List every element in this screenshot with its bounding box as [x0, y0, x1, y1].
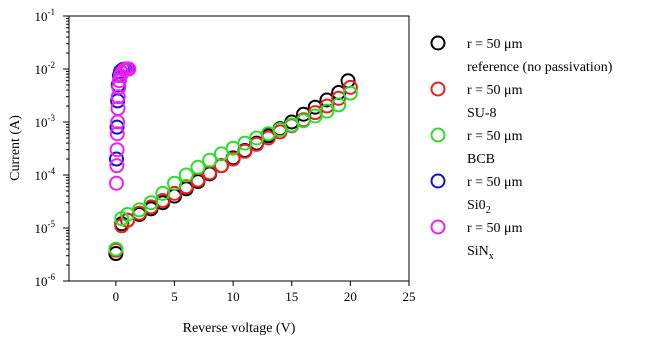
y-tick-label: 10-5 [35, 219, 56, 236]
legend-label-line1: r = 50 μm [467, 37, 523, 52]
y-tick-label: 10-3 [35, 113, 56, 130]
data-point [167, 175, 183, 191]
x-tick-label: 20 [344, 289, 357, 304]
data-point [178, 167, 194, 183]
plot-frame [68, 15, 410, 282]
data-point [109, 158, 125, 174]
y-tick-label: 10-1 [35, 7, 56, 24]
data-point [213, 146, 229, 162]
data-point [108, 241, 124, 257]
data-point [114, 65, 130, 81]
data-point [121, 61, 137, 77]
x-axis-title: Reverse voltage (V) [183, 321, 296, 336]
data-point [131, 202, 147, 218]
data-point [110, 100, 126, 116]
legend-marker [430, 81, 446, 97]
series-2 [108, 79, 358, 258]
y-tick-label: 10-2 [35, 60, 56, 77]
data-point [155, 185, 171, 201]
legend-label-line1: r = 50 μm [467, 129, 523, 144]
data-point [342, 85, 358, 101]
data-point [109, 126, 125, 142]
legend-label-line1: r = 50 μm [467, 175, 523, 190]
data-point [295, 106, 311, 122]
data-point [167, 185, 183, 201]
legend-label-line2: Si02 [467, 198, 491, 216]
data-point [108, 151, 124, 167]
data-point [143, 195, 159, 211]
x-tick-label: 25 [403, 289, 416, 304]
legend: r = 50 μm reference (no passivation) r = 5… [430, 35, 613, 262]
series-5 [108, 61, 137, 191]
series-1 [108, 73, 356, 262]
series-3 [108, 85, 358, 257]
legend-label-line1: r = 50 μm [467, 221, 523, 236]
data-series [108, 61, 358, 262]
data-point [190, 159, 206, 175]
data-point [319, 103, 335, 119]
data-point [108, 175, 124, 191]
data-point [319, 98, 335, 114]
data-point [109, 142, 125, 158]
legend-marker [430, 127, 446, 143]
y-tick-label: 10-6 [35, 272, 56, 289]
y-axis-ticks: 10-6 10-5 10-4 10-3 10-2 10-1 [35, 7, 69, 289]
data-point [260, 130, 276, 146]
legend-label-line1: r = 50 μm [467, 83, 523, 98]
x-axis-ticks: 0 5 10 15 20 25 [113, 281, 416, 304]
data-point [249, 136, 265, 152]
y-axis-title: Current (A) [8, 115, 23, 181]
legend-label-line2: BCB [467, 152, 495, 167]
data-point [202, 152, 218, 168]
x-tick-label: 0 [113, 289, 120, 304]
data-point [110, 89, 126, 105]
data-point [213, 158, 229, 174]
legend-label-line2: SU-8 [467, 106, 497, 121]
data-point [342, 79, 358, 95]
data-point [109, 119, 125, 135]
legend-marker [430, 173, 446, 189]
x-tick-label: 10 [227, 289, 240, 304]
data-point [331, 97, 347, 113]
legend-label-line2: SiNx [467, 244, 494, 262]
legend-marker [430, 219, 446, 235]
x-tick-label: 5 [171, 289, 178, 304]
data-point [120, 212, 136, 228]
legend-marker [430, 35, 446, 51]
y-tick-label: 10-4 [35, 166, 56, 183]
legend-label-line2: reference (no passivation) [467, 60, 613, 75]
x-tick-label: 15 [285, 289, 298, 304]
